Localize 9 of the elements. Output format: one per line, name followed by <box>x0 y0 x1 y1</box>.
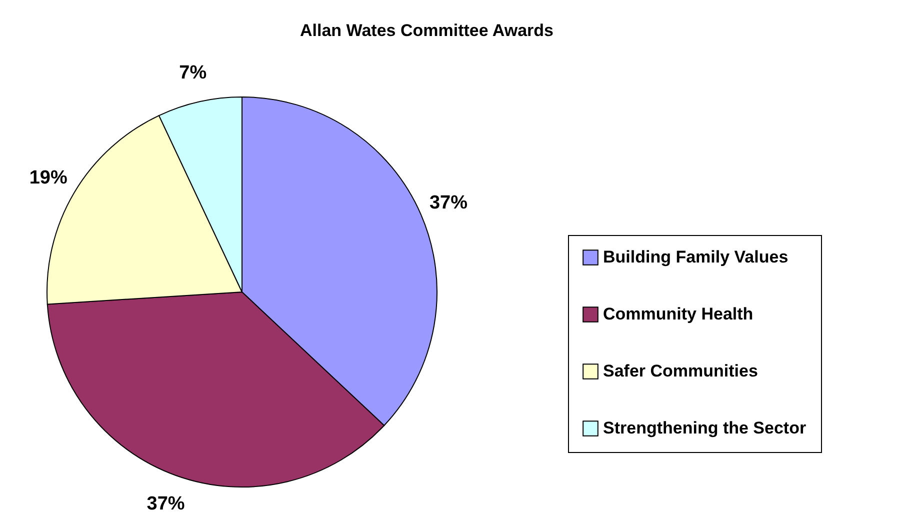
legend-label: Safer Communities <box>603 362 758 380</box>
data-label: 37% <box>146 494 185 513</box>
chart-title: Allan Wates Committee Awards <box>300 21 554 40</box>
data-label: 37% <box>429 192 468 214</box>
legend-label: Strengthening the Sector <box>603 418 806 438</box>
legend-label: Community Health <box>603 304 754 324</box>
data-label: 19% <box>29 167 68 188</box>
legend-label: Building Family Values <box>603 248 788 266</box>
data-label: 7% <box>179 62 207 84</box>
